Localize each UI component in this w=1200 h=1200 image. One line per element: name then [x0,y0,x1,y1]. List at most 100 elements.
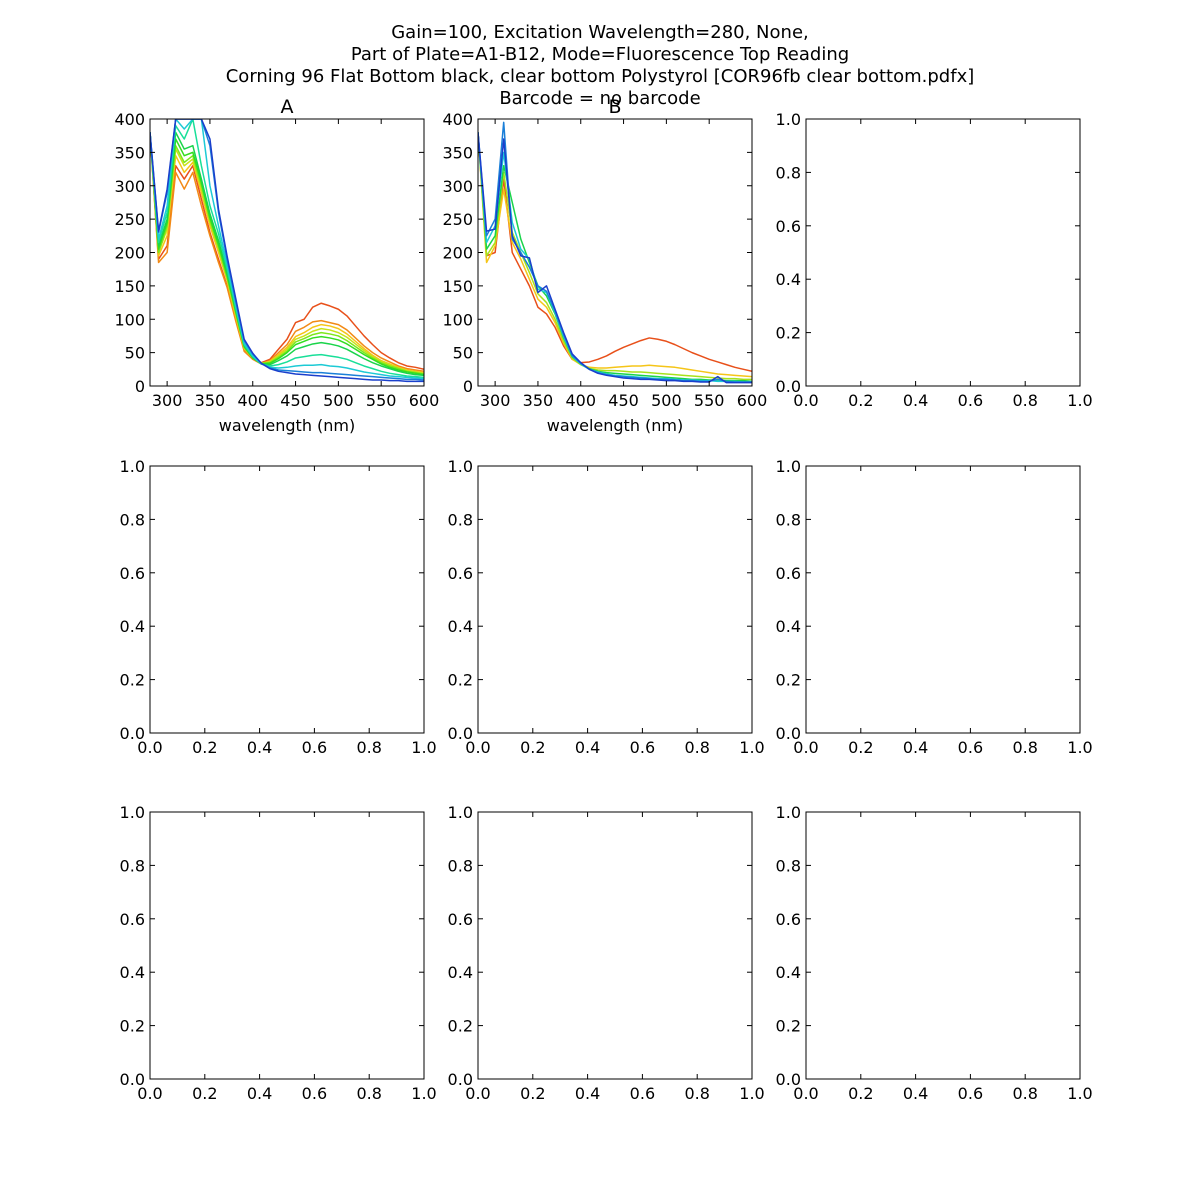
x-tick-label: 600 [409,391,440,410]
figure-title-line-2: Part of Plate=A1-B12, Mode=Fluorescence … [351,44,849,65]
x-tick-label: 0.2 [848,738,873,757]
x-tick-label: 0.8 [1012,738,1037,757]
figure-title: Gain=100, Excitation Wavelength=280, Non… [226,22,975,109]
x-tick-label: 0.2 [520,738,545,757]
subplot-6: 0.0 0.2 0.4 0.6 0.8 1.0 0.0 0.2 0.4 0.6 0.8 1.0 [776,457,1093,757]
y-tick-label: 50 [453,344,473,363]
y-tick-label: 0.2 [776,671,801,690]
series-line-3 [478,132,752,381]
y-tick-label: 0.2 [120,1017,145,1036]
y-tick-label: 1.0 [120,803,145,822]
series-line-6 [150,132,424,376]
axes-frame [805,811,1081,1080]
x-tick-label: 1.0 [739,738,764,757]
x-tick-label: 0.0 [137,1084,162,1103]
x-tick-label: 0.6 [630,738,655,757]
figure-title-line-3: Corning 96 Flat Bottom black, clear bott… [226,66,975,87]
y-tick-label: 0.2 [448,671,473,690]
x-tick-label: 0.0 [465,1084,490,1103]
y-tick-label: 250 [114,210,145,229]
x-tick-label: 0.2 [520,1084,545,1103]
x-tick-label: 300 [480,391,511,410]
x-tick-label: 0.0 [793,1084,818,1103]
x-axis-label: wavelength (nm) [219,416,356,435]
series-line-7 [478,132,752,384]
subplot-title: A [281,96,294,118]
series-line-2 [150,132,424,373]
x-tick-label: 400 [237,391,268,410]
x-tick-label: 400 [565,391,596,410]
x-tick-label: 0.2 [848,391,873,410]
series-line-5 [150,132,424,375]
series-line-9 [150,119,424,380]
axes-frame [149,811,425,1080]
x-tick-label: 0.6 [958,391,983,410]
y-tick-label: 0.4 [776,963,801,982]
x-tick-label: 0.0 [793,391,818,410]
y-tick-label: 0.6 [776,217,801,236]
x-tick-label: 1.0 [411,1084,436,1103]
x-tick-label: 0.4 [903,738,928,757]
x-tick-label: 600 [737,391,768,410]
x-tick-label: 1.0 [1067,391,1092,410]
series-line-2 [478,132,752,378]
x-tick-label: 0.2 [192,1084,217,1103]
y-tick-label: 300 [442,177,473,196]
y-tick-label: 0.2 [776,324,801,343]
x-tick-label: 1.0 [1067,738,1092,757]
subplot-3: 0.0 0.2 0.4 0.6 0.8 1.0 0.0 0.2 0.4 0.6 0.8 1.0 [776,110,1093,410]
y-tick-label: 0 [463,377,473,396]
y-tick-label: 0.6 [448,564,473,583]
x-tick-label: 0.8 [684,738,709,757]
y-tick-label: 0.4 [776,270,801,289]
x-tick-label: 500 [323,391,354,410]
y-tick-label: 400 [114,110,145,129]
y-tick-label: 0.0 [776,724,801,743]
x-tick-label: 0.0 [137,738,162,757]
y-tick-label: 150 [442,277,473,296]
series-line-1 [150,132,424,371]
figure-title-line-1: Gain=100, Excitation Wavelength=280, Non… [391,22,809,43]
plot-area [478,121,752,384]
x-tick-label: 1.0 [739,1084,764,1103]
y-tick-label: 0.6 [448,910,473,929]
x-tick-label: 550 [694,391,725,410]
series-line-11 [150,119,424,383]
x-tick-label: 0.4 [575,738,600,757]
y-tick-label: 1.0 [776,803,801,822]
axes-frame [805,118,1081,387]
x-tick-label: 0.6 [630,1084,655,1103]
x-tick-label: 0.4 [903,391,928,410]
y-tick-label: 100 [114,310,145,329]
y-tick-label: 1.0 [120,457,145,476]
x-tick-label: 0.4 [903,1084,928,1103]
y-tick-label: 0.2 [776,1017,801,1036]
y-tick-label: 1.0 [776,457,801,476]
y-tick-label: 0.2 [448,1017,473,1036]
y-tick-label: 100 [442,310,473,329]
x-tick-label: 0.4 [575,1084,600,1103]
x-tick-label: 0.8 [1012,1084,1037,1103]
series-line-4 [478,132,752,383]
x-tick-label: 1.0 [1067,1084,1092,1103]
y-tick-label: 150 [114,277,145,296]
x-tick-label: 0.0 [465,738,490,757]
y-tick-label: 0.8 [448,510,473,529]
series-line-4 [150,132,424,375]
series-line-1 [478,132,752,373]
y-tick-label: 0.0 [448,724,473,743]
x-tick-label: 550 [366,391,397,410]
y-tick-label: 50 [125,344,145,363]
y-tick-label: 0.0 [120,1070,145,1089]
x-tick-label: 350 [195,391,226,410]
y-tick-label: 350 [442,143,473,162]
x-tick-label: 0.2 [848,1084,873,1103]
y-tick-label: 0.8 [448,856,473,875]
y-tick-label: 0.8 [776,510,801,529]
subplot-4: 0.0 0.2 0.4 0.6 0.8 1.0 0.0 0.2 0.4 0.6 0.8 1.0 [120,457,437,757]
y-tick-label: 300 [114,177,145,196]
y-tick-label: 0.0 [448,1070,473,1089]
x-tick-label: 300 [152,391,183,410]
y-tick-label: 200 [114,244,145,263]
